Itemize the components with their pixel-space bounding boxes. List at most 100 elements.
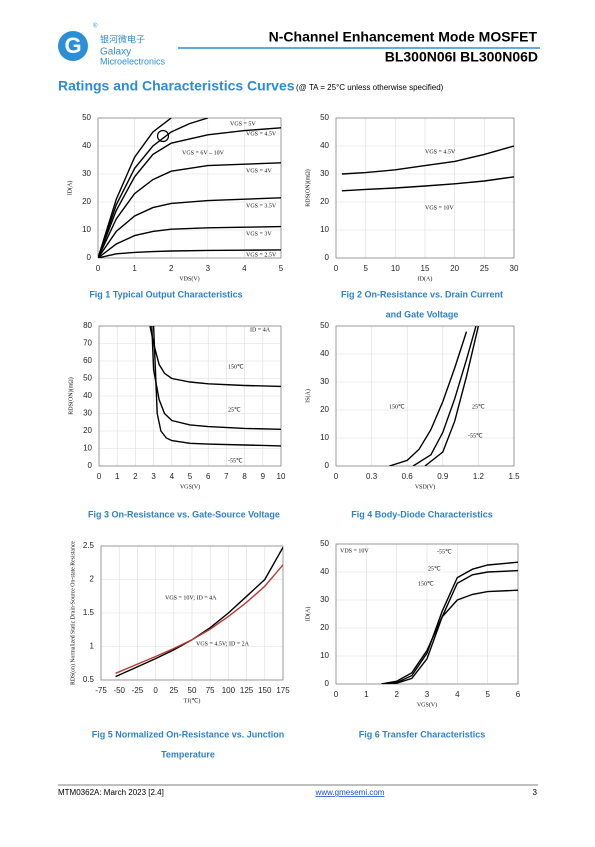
x-tick-label: 1: [115, 472, 120, 481]
x-tick-label: -50: [113, 686, 125, 695]
y-tick-label: 20: [83, 426, 92, 435]
x-tick-label: 75: [206, 686, 215, 695]
x-tick-label: 0: [334, 472, 339, 481]
plot-frame: [98, 325, 282, 467]
x-tick-label: 10: [391, 264, 400, 273]
curve-label: VGS = 10V: [425, 205, 454, 211]
x-tick-label: 50: [188, 686, 197, 695]
y-tick-label: 40: [320, 567, 329, 576]
y-tick-label: 40: [83, 391, 92, 400]
y-tick-label: 1: [90, 642, 95, 651]
x-tick-label: 0: [334, 264, 339, 273]
curve: [98, 249, 281, 258]
x-tick-label: -25: [132, 686, 144, 695]
x-tick-label: 2: [133, 472, 138, 481]
footer-url[interactable]: www.gmesemi.com: [315, 788, 385, 797]
plot-frame: [335, 543, 519, 685]
x-tick-label: 2: [169, 264, 174, 273]
curve-label: -55℃: [437, 549, 452, 555]
y-tick-label: 50: [82, 113, 91, 122]
y-axis-label: RDS(ON)(mΩ): [304, 169, 311, 206]
y-tick-label: 30: [320, 377, 329, 386]
y-tick-label: 30: [320, 595, 329, 604]
x-tick-label: 5: [188, 472, 193, 481]
curve-label: VGS = 6V – 10V: [182, 150, 225, 156]
curve: [341, 145, 514, 175]
figure-caption: Fig 6 Transfer Characteristics: [359, 729, 486, 739]
y-tick-label: 10: [320, 433, 329, 442]
logo: [58, 31, 88, 61]
x-tick-label: 5: [485, 690, 490, 699]
logo-sub: Microelectronics: [100, 56, 166, 66]
curve: [115, 564, 283, 674]
section-title: Ratings and Characteristics Curves: [58, 78, 295, 94]
curve: [381, 561, 518, 684]
x-tick-label: 4: [455, 690, 460, 699]
x-tick-label: 175: [276, 686, 290, 695]
x-tick-label: 4: [170, 472, 175, 481]
x-tick-label: 4: [242, 264, 247, 273]
x-tick-label: 3: [206, 264, 211, 273]
figure-caption: and Gate Voltage: [386, 309, 459, 319]
y-tick-label: 10: [82, 225, 91, 234]
curve: [389, 331, 468, 466]
curve: [381, 589, 518, 684]
y-tick-label: 0: [87, 253, 92, 262]
y-tick-label: 1.5: [83, 608, 95, 617]
figure-caption: Fig 4 Body-Diode Characteristics: [351, 509, 493, 519]
x-tick-label: 0: [334, 690, 339, 699]
curve-label: 150℃: [418, 581, 434, 587]
section-note: (@ TA = 25°C unless otherwise specified): [296, 83, 444, 92]
x-tick-label: 5: [363, 264, 368, 273]
y-axis-label: RDS(on) Normalized Static Drain-Source O…: [69, 541, 76, 685]
y-tick-label: 30: [82, 169, 91, 178]
curve: [98, 197, 281, 258]
x-tick-label: 1.2: [473, 472, 485, 481]
x-tick-label: 150: [258, 686, 272, 695]
doc-title: N-Channel Enhancement Mode MOSFET: [269, 29, 538, 45]
x-axis-label: VGS(V): [180, 483, 200, 490]
y-tick-label: 60: [83, 356, 92, 365]
curve-label: 25℃: [228, 407, 241, 413]
x-tick-label: 1: [132, 264, 137, 273]
y-tick-label: 0: [325, 461, 330, 470]
curve-label: VGS = 4.5V; ID = 2A: [196, 641, 250, 647]
y-tick-label: 40: [82, 141, 91, 150]
curve-label: VGS = 10V; ID = 4A: [165, 595, 217, 601]
x-tick-label: 30: [510, 264, 519, 273]
curve-label: VGS = 3.5V: [246, 203, 277, 209]
curve: [98, 225, 281, 258]
x-axis-label: VGS(V): [417, 701, 437, 708]
curve: [152, 326, 281, 447]
x-tick-label: 3: [151, 472, 156, 481]
curve: [98, 127, 281, 258]
y-tick-label: 30: [320, 169, 329, 178]
footer-doc: MTM0362A: March 2023 [2.4]: [58, 788, 164, 797]
curve-label: -55℃: [468, 433, 483, 439]
y-tick-label: 40: [320, 141, 329, 150]
curve: [149, 326, 281, 388]
x-tick-label: 1: [364, 690, 369, 699]
y-tick-label: 40: [320, 349, 329, 358]
x-tick-label: 100: [222, 686, 236, 695]
y-tick-label: 0: [325, 679, 330, 688]
x-tick-label: 0.9: [437, 472, 449, 481]
figure-caption: Fig 1 Typical Output Characteristics: [89, 289, 242, 299]
highlight-marker: [156, 129, 170, 143]
x-tick-label: 15: [421, 264, 430, 273]
y-tick-label: 2: [90, 575, 95, 584]
curve-label: VGS = 3V: [246, 231, 272, 237]
y-axis-label: RDS(ON)(mΩ): [67, 377, 74, 414]
y-tick-label: 50: [320, 321, 329, 330]
y-axis-label: IS(A): [304, 389, 311, 403]
curve-label: 25℃: [428, 566, 441, 572]
curve-label: VGS = 4V: [246, 168, 272, 174]
y-tick-label: 2.5: [83, 541, 95, 550]
x-tick-label: 0: [97, 472, 102, 481]
curve: [98, 118, 172, 258]
logo-cn: 银河微电子: [100, 33, 145, 44]
x-tick-label: 0.6: [402, 472, 414, 481]
y-tick-label: 20: [320, 623, 329, 632]
x-axis-label: TJ(℃): [184, 697, 201, 704]
